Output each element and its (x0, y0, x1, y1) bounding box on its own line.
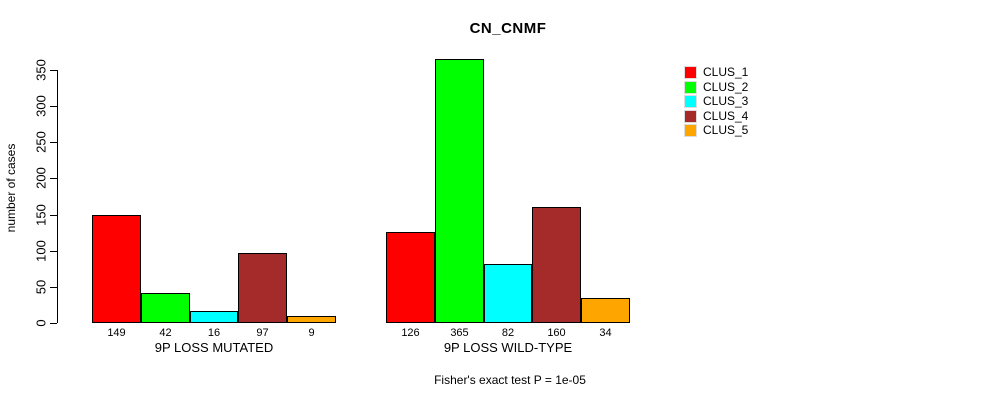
bar (386, 232, 435, 323)
y-tick-label-text: 150 (33, 204, 49, 226)
y-axis-line (57, 70, 58, 323)
legend-swatch-icon (684, 80, 697, 94)
bar-value-label: 9 (308, 327, 315, 339)
y-tick-label-text: 100 (33, 240, 49, 262)
y-tick-label-text: 200 (33, 167, 49, 189)
y-tick (50, 106, 57, 107)
y-tick-label-text: 50 (33, 279, 49, 295)
legend-swatch-icon (684, 95, 697, 108)
bar-value-label: 16 (207, 327, 221, 339)
legend-row: CLUS_4 (684, 108, 749, 123)
legend-row: CLUS_3 (684, 95, 748, 108)
bar (532, 207, 581, 323)
bar-value-label: 365 (450, 327, 469, 339)
group-label: 9P LOSS WILD-TYPE (443, 340, 573, 355)
bar-value-label: 97 (256, 327, 269, 339)
y-tick (50, 287, 57, 288)
y-tick-label-text: 350 (33, 59, 49, 81)
bar (581, 298, 630, 323)
chart-title: CN_CNMF (469, 20, 547, 37)
legend-row: CLUS_2 (684, 79, 749, 94)
legend-swatch-icon (684, 109, 697, 123)
bar (190, 311, 238, 323)
y-tick (50, 323, 57, 324)
bar-value-label: 42 (159, 327, 172, 339)
bar (287, 316, 336, 323)
group-label: 9P LOSS MUTATED (154, 340, 274, 355)
legend-swatch-icon (684, 124, 697, 137)
bar (238, 253, 287, 323)
y-tick-label-text: 300 (33, 95, 49, 117)
bar-value-label: 34 (599, 327, 612, 339)
footnote: Fisher's exact test P = 1e-05 (434, 373, 586, 387)
y-tick (50, 142, 57, 143)
y-tick (50, 251, 57, 252)
legend-row: CLUS_5 (684, 124, 748, 137)
bar-value-label: 160 (547, 327, 566, 339)
bar-value-label: 149 (107, 327, 126, 339)
bar (435, 59, 484, 323)
bar (484, 264, 532, 323)
bar (92, 215, 141, 323)
legend-label: CLUS_2 (703, 79, 749, 94)
legend: CLUS_1 CLUS_2 CLUS_3 CLUS_4 CLUS_5 (684, 66, 748, 139)
y-tick (50, 70, 57, 71)
y-axis-label-text: number of cases (4, 143, 18, 233)
y-tick-label-text: 0 (33, 319, 49, 327)
y-tick (50, 215, 57, 216)
y-tick-label-text: 250 (33, 131, 49, 153)
bar-value-label: 126 (401, 327, 420, 339)
legend-swatch-icon (684, 66, 697, 79)
y-tick (50, 178, 57, 179)
legend-label: CLUS_1 (703, 65, 749, 79)
legend-label: CLUS_5 (703, 123, 749, 137)
legend-label: CLUS_3 (703, 94, 749, 108)
legend-row: CLUS_1 (684, 66, 748, 79)
bar-value-label: 82 (501, 327, 515, 339)
legend-label: CLUS_4 (703, 108, 749, 123)
bar (141, 293, 190, 323)
